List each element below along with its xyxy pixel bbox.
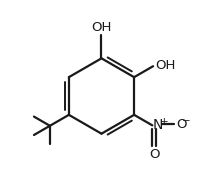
Text: O: O [177,118,187,131]
Text: +: + [160,117,168,127]
Text: −: − [182,116,190,126]
Text: OH: OH [155,59,176,72]
Text: OH: OH [91,21,112,34]
Text: O: O [149,148,159,161]
Text: N: N [153,118,163,132]
